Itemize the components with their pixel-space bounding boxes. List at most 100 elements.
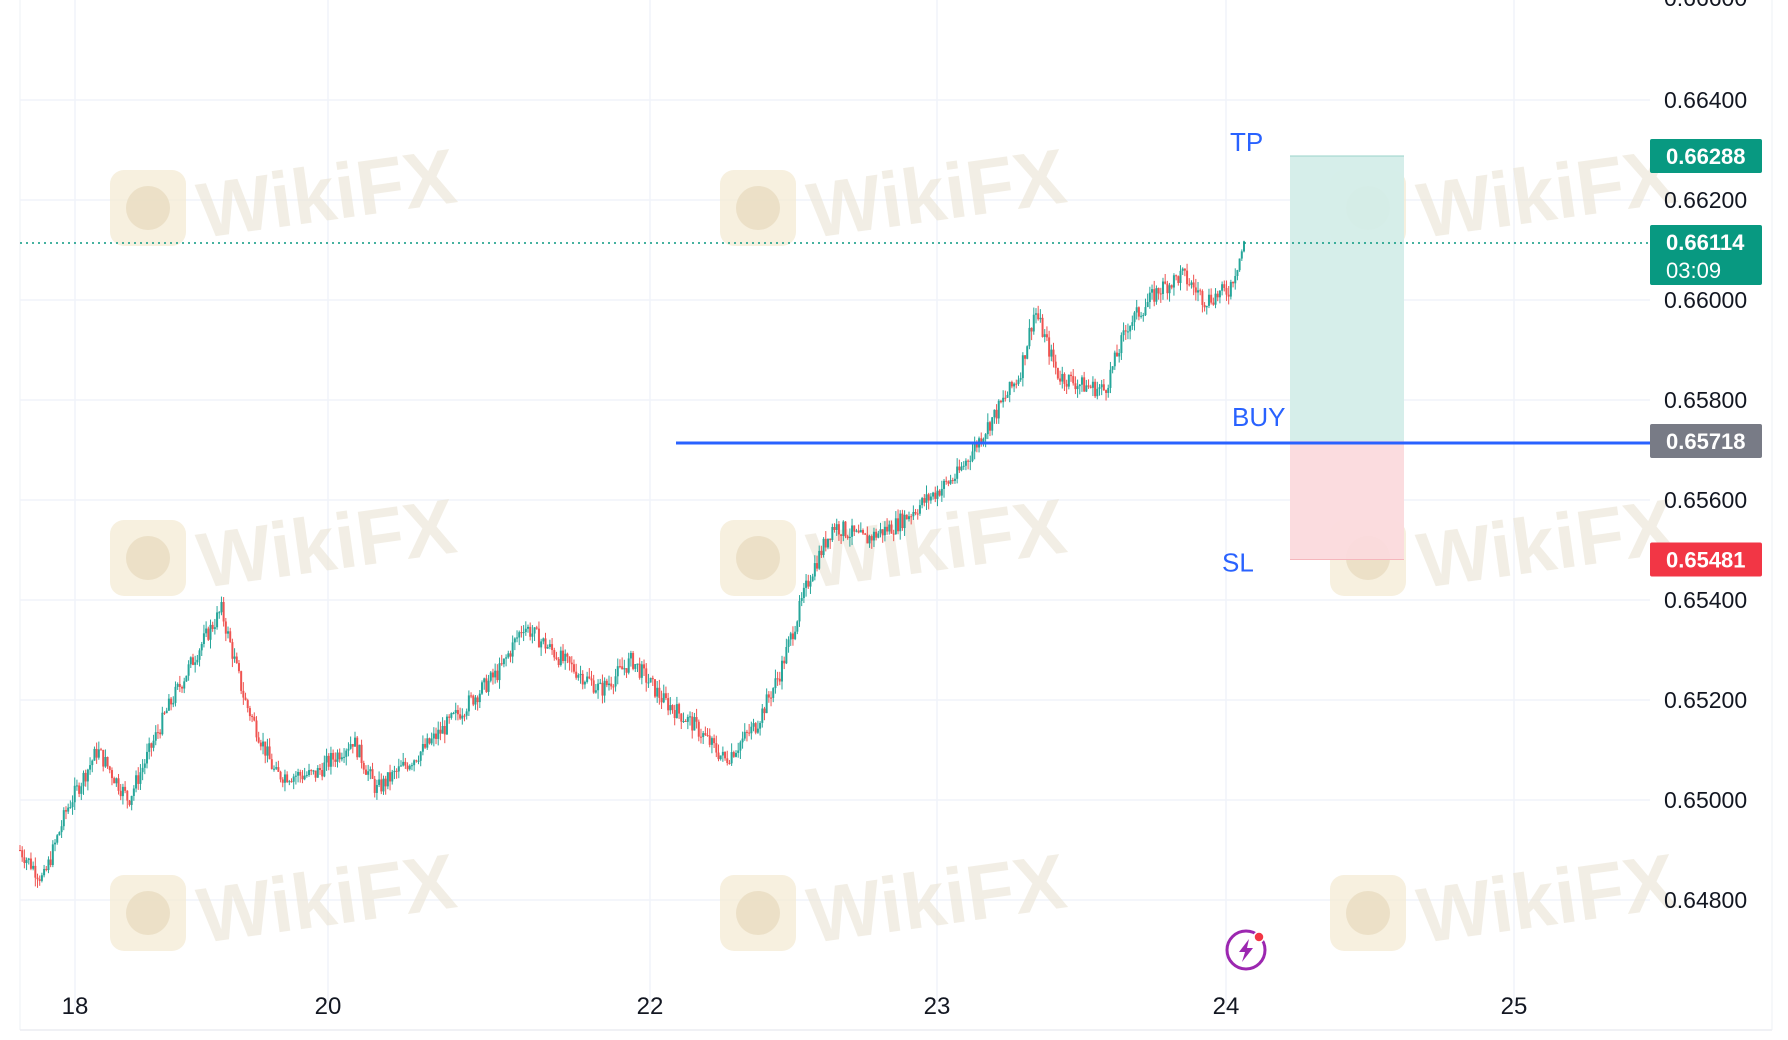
candle-body: [117, 778, 120, 791]
candle-body: [137, 775, 140, 784]
watermark-logo-mark: [126, 536, 170, 580]
current-price-badge-text: 0.66114: [1666, 230, 1745, 255]
y-tick-label: 0.65000: [1664, 787, 1747, 813]
candle-body: [577, 675, 580, 678]
candle-body: [993, 409, 996, 418]
candle-body: [222, 602, 225, 622]
candle-body: [1070, 374, 1073, 377]
candle-body: [892, 533, 895, 535]
candle-body: [553, 650, 556, 658]
icons[interactable]: [1225, 929, 1267, 971]
candle-body: [207, 628, 210, 640]
lightning-bolt-icon[interactable]: [1225, 929, 1267, 971]
candle-body: [172, 702, 175, 705]
candle-body: [213, 627, 216, 629]
candle-body: [947, 481, 950, 484]
candle-body: [785, 646, 788, 664]
take-profit-zone[interactable]: [1290, 156, 1404, 441]
candle-body: [25, 860, 28, 864]
candle-body: [124, 786, 127, 791]
candle-body: [102, 749, 105, 767]
candle-body: [224, 621, 227, 634]
candle-body: [529, 626, 532, 637]
candle-body: [373, 778, 376, 793]
candle-body: [323, 762, 326, 777]
candle-body: [1131, 322, 1134, 327]
candle-body: [546, 647, 549, 649]
candle-body: [1225, 287, 1228, 295]
candle-body: [216, 612, 219, 628]
candle-body: [448, 716, 451, 718]
candle-body: [205, 628, 208, 634]
candle-body: [929, 496, 932, 501]
candle-body: [518, 632, 521, 638]
candle-body: [389, 772, 392, 782]
candle-body: [745, 731, 748, 733]
candle-body: [921, 498, 924, 506]
candle-body: [303, 775, 306, 780]
x-tick-label: 22: [637, 993, 664, 1020]
candle-body: [1155, 288, 1158, 302]
candle-body: [369, 769, 372, 772]
candle-body: [897, 518, 900, 532]
watermark-logo-mark: [736, 536, 780, 580]
candle-body: [732, 752, 735, 757]
candle-body: [187, 664, 190, 676]
candle-body: [156, 732, 159, 734]
x-tick-label: 24: [1213, 993, 1240, 1020]
candle-body: [181, 686, 184, 689]
candle-body: [837, 524, 840, 535]
candle-body: [1102, 384, 1105, 391]
candle-body: [870, 536, 873, 541]
candle-body: [391, 771, 394, 782]
candle-body: [835, 524, 838, 530]
candle-body: [170, 698, 173, 705]
x-tick-label: 23: [924, 993, 951, 1020]
candle-body: [1172, 275, 1175, 288]
candle-body: [1050, 349, 1053, 357]
candle-body: [533, 627, 536, 634]
candle-body: [721, 751, 724, 756]
candle-body: [100, 749, 103, 751]
candle-body: [524, 628, 527, 633]
candle-body: [680, 713, 683, 722]
candle-body: [93, 748, 96, 761]
candle-body: [404, 761, 407, 766]
candle-body: [115, 778, 118, 784]
candle-body: [697, 721, 700, 737]
candle-body: [1116, 352, 1119, 357]
candle-body: [91, 760, 94, 766]
candle-body: [1177, 276, 1180, 283]
candle-body: [706, 735, 709, 737]
position-zones[interactable]: [1290, 155, 1404, 560]
candle-body: [417, 760, 420, 762]
candle-body: [640, 664, 643, 678]
candle-body: [818, 550, 821, 569]
candle-body: [86, 769, 89, 782]
candle-body: [664, 693, 667, 699]
candle-body: [445, 716, 448, 735]
candle-body: [82, 772, 85, 787]
candle-body: [500, 663, 503, 665]
candle-body: [481, 682, 484, 694]
candle-body: [962, 465, 965, 467]
candle-body: [132, 788, 135, 796]
candle-body: [227, 631, 230, 634]
candle-body: [1243, 241, 1245, 252]
candle-body: [356, 737, 359, 758]
candle-body: [246, 700, 249, 709]
candle-body: [540, 641, 543, 648]
candle-body: [1054, 361, 1057, 368]
candle-body: [767, 694, 770, 698]
candle-body: [338, 752, 341, 760]
candle-body: [907, 516, 910, 520]
candle-body: [461, 715, 464, 719]
stop-loss-zone[interactable]: [1290, 441, 1404, 560]
candle-body: [1107, 387, 1110, 393]
candle-body: [467, 695, 470, 712]
candle-body: [329, 752, 332, 767]
candle-body: [592, 680, 595, 693]
candle-body: [108, 766, 111, 771]
candle-body: [189, 657, 192, 665]
